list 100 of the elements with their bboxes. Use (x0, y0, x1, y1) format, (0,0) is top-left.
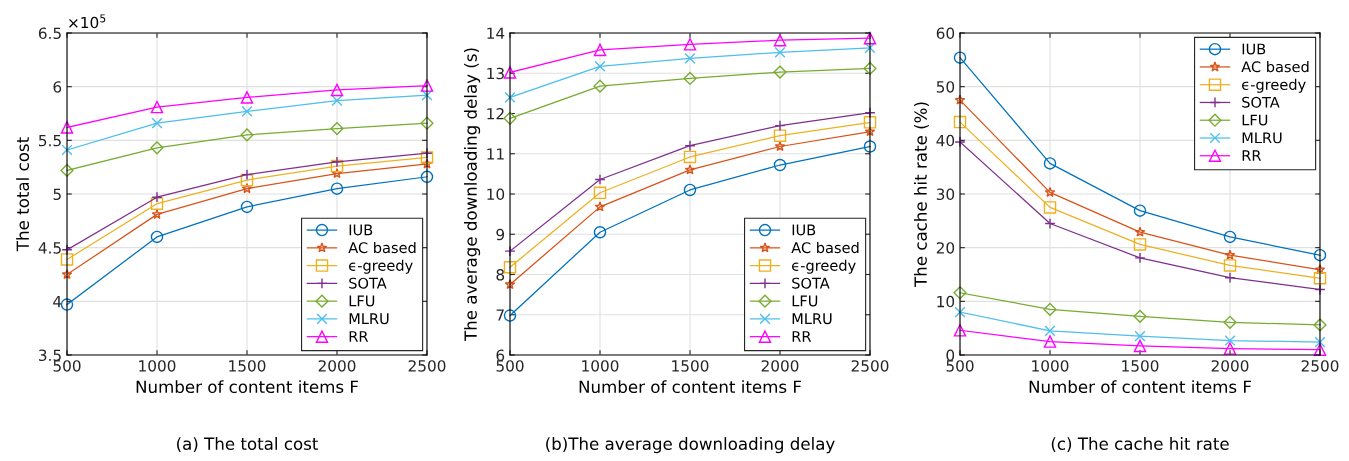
y-tick-label: 11 (487, 148, 504, 160)
point (954, 306, 966, 318)
legend-label: SOTA (1242, 96, 1280, 108)
y-axis-title: The total cost (16, 137, 30, 252)
point (421, 89, 433, 101)
legend-label: IUB (349, 224, 373, 236)
legend-label: SOTA (349, 277, 387, 289)
point (241, 105, 253, 117)
point (331, 168, 343, 179)
point (773, 33, 787, 47)
point (683, 150, 697, 164)
legend-label: ϵ-greedy (792, 259, 856, 274)
point (151, 191, 163, 203)
legend-label: LFU (1242, 114, 1268, 126)
x-axis-title: Number of content items F (136, 380, 358, 394)
x-tick-label: 500 (496, 360, 524, 372)
point (1134, 226, 1146, 237)
point (330, 83, 344, 97)
point (864, 42, 876, 54)
point (503, 66, 517, 79)
y-tick-label: 4.5 (38, 242, 61, 254)
y-tick-label: 8 (496, 268, 505, 281)
y-tick-label: 6.5 (38, 27, 61, 40)
point (503, 309, 517, 322)
point (1313, 318, 1327, 332)
point (60, 121, 74, 134)
point (863, 140, 877, 153)
point (1133, 238, 1147, 251)
point (683, 71, 697, 86)
point (151, 117, 163, 129)
point (1223, 315, 1237, 329)
x-tick-label: 1000 (139, 360, 176, 372)
point (953, 324, 967, 337)
x-tick-label: 2000 (1211, 360, 1249, 372)
point (420, 116, 434, 130)
y-tick-label: 7 (496, 309, 504, 321)
y-tick-label: 40 (936, 134, 955, 147)
text: (a) The total cost (177, 437, 318, 452)
point (421, 158, 433, 169)
point (61, 144, 73, 156)
point (240, 128, 254, 142)
point (594, 60, 606, 72)
point (593, 79, 607, 93)
point (150, 230, 164, 244)
point (953, 51, 967, 64)
x-axis-title: Number of content items F (579, 380, 801, 394)
legend-label: LFU (349, 295, 375, 307)
y-tick-label: 6 (53, 81, 62, 93)
x-tick-label: 1000 (1032, 360, 1069, 372)
y-axis-title: The cache hit rate (%) (914, 102, 929, 288)
x-tick-label: 1500 (672, 360, 709, 372)
y-tick-label: 13 (487, 67, 504, 80)
point (331, 95, 343, 107)
legend-label: AC based (348, 241, 416, 254)
point (504, 91, 516, 103)
x-tick-label: 1500 (1122, 360, 1159, 372)
point (330, 159, 344, 173)
x-axis-title: Number of content items F (1029, 380, 1251, 394)
text: ×10$^{5}$ (69, 14, 106, 29)
x-tick-label: 500 (53, 360, 81, 372)
point (594, 173, 606, 186)
legend-label: LFU (792, 295, 818, 307)
point (1043, 302, 1057, 316)
point (953, 286, 967, 300)
point (150, 100, 164, 114)
point (1133, 339, 1147, 353)
point (1134, 252, 1146, 264)
point (683, 183, 697, 197)
text: (b)The average downloading delay (546, 437, 835, 454)
point (1224, 272, 1236, 284)
legend-label: RR (792, 331, 812, 342)
y-tick-label: 9 (496, 228, 505, 241)
point (1043, 157, 1057, 170)
point (1043, 335, 1057, 348)
point (1044, 217, 1056, 230)
point (1044, 325, 1056, 337)
point (241, 183, 253, 194)
point (1043, 201, 1057, 214)
y-tick-label: 60 (936, 27, 955, 40)
point (1223, 230, 1237, 244)
x-tick-label: 1500 (229, 360, 266, 372)
y-tick-label: 3.5 (39, 349, 61, 362)
point (953, 115, 967, 129)
point (150, 141, 164, 155)
point (1313, 248, 1327, 262)
y-tick-label: 6 (496, 349, 505, 362)
legend-label: MLRU (1242, 132, 1282, 144)
legend-label: RR (349, 331, 369, 342)
point (1134, 330, 1146, 342)
point (1313, 272, 1327, 285)
y-tick-label: 20 (936, 242, 955, 254)
point (150, 197, 164, 210)
point (503, 261, 517, 274)
y-tick-label: 10 (487, 188, 505, 201)
y-tick-label: 5 (53, 188, 61, 201)
point (863, 116, 877, 129)
point (241, 169, 253, 181)
point (60, 298, 74, 311)
point (774, 46, 786, 58)
legend-label: ϵ-greedy (1242, 78, 1306, 93)
